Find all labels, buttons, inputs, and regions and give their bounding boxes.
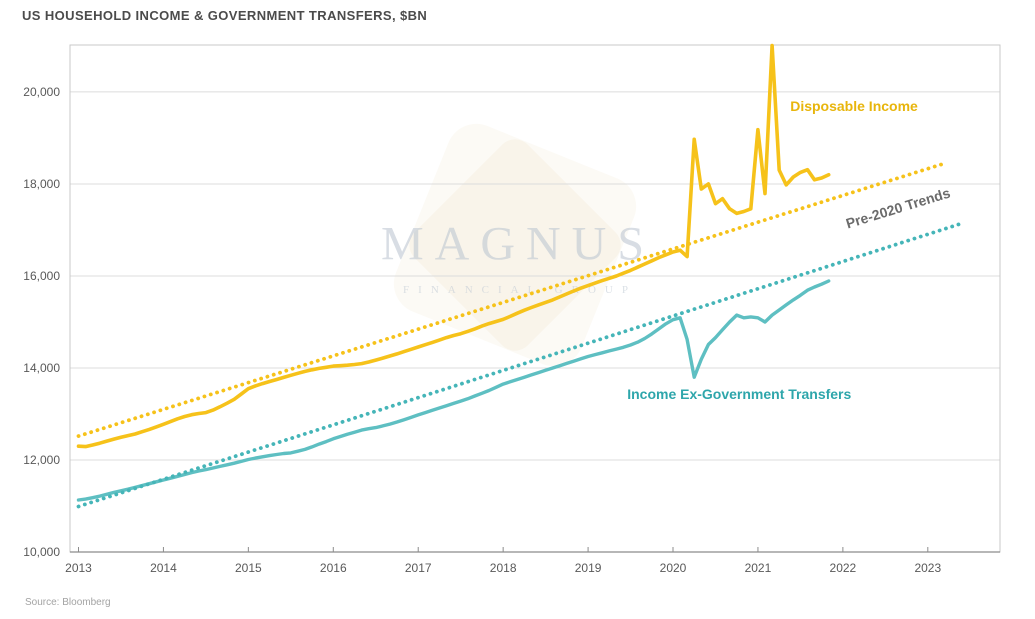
y-tick-label: 18,000 bbox=[23, 177, 60, 191]
x-tick-label: 2023 bbox=[914, 561, 941, 575]
x-tick-label: 2018 bbox=[490, 561, 517, 575]
x-tick-label: 2021 bbox=[745, 561, 772, 575]
y-tick-label: 12,000 bbox=[23, 453, 60, 467]
chart-title: US HOUSEHOLD INCOME & GOVERNMENT TRANSFE… bbox=[22, 8, 428, 23]
series-income-ex-government-transfers bbox=[76, 279, 831, 502]
y-tick-label: 16,000 bbox=[23, 269, 60, 283]
series-income-ex-transfers-pre-2020-trend bbox=[76, 220, 967, 509]
x-tick-label: 2014 bbox=[150, 561, 177, 575]
x-tick-label: 2013 bbox=[65, 561, 92, 575]
y-tick-label: 14,000 bbox=[23, 361, 60, 375]
source-note: Source: Bloomberg bbox=[25, 597, 111, 608]
y-tick-label: 10,000 bbox=[23, 545, 60, 559]
x-tick-label: 2015 bbox=[235, 561, 262, 575]
x-tick-label: 2016 bbox=[320, 561, 347, 575]
x-tick-label: 2020 bbox=[660, 561, 687, 575]
y-tick-label: 20,000 bbox=[23, 85, 60, 99]
x-tick-label: 2019 bbox=[575, 561, 602, 575]
plot-border bbox=[69, 44, 1001, 553]
series-label-income-ex-government-transfers: Income Ex-Government Transfers bbox=[627, 386, 852, 403]
series-label-disposable-income: Disposable Income bbox=[790, 98, 918, 115]
x-tick-label: 2022 bbox=[830, 561, 857, 575]
x-tick-label: 2017 bbox=[405, 561, 432, 575]
